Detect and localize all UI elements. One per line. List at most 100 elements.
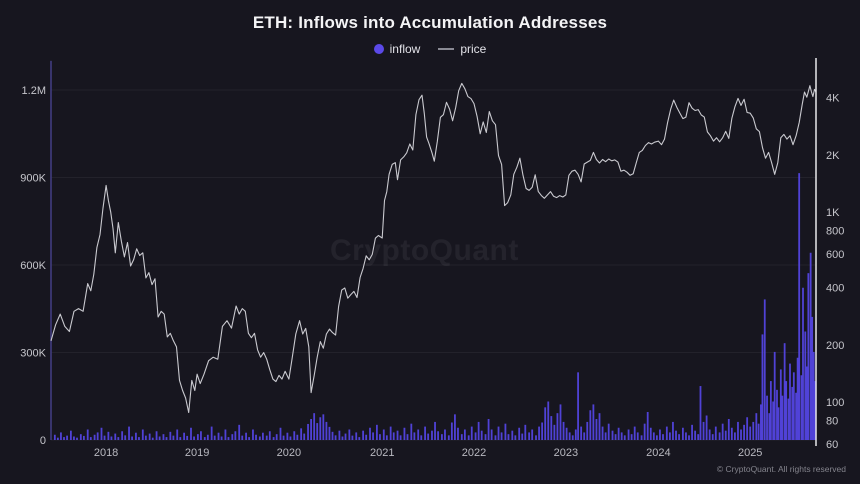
inflow-bar	[399, 435, 402, 440]
inflow-bar	[431, 430, 433, 440]
inflow-bar	[158, 436, 161, 440]
inflow-bar	[325, 421, 328, 440]
inflow-bar	[796, 357, 799, 440]
inflow-bar	[718, 432, 721, 440]
inflow-bar	[385, 435, 388, 440]
inflow-bar	[518, 427, 521, 440]
inflow-bar	[487, 419, 490, 440]
inflow-bar	[313, 413, 316, 440]
inflow-bar	[721, 423, 724, 440]
inflow-bar	[338, 430, 341, 440]
inflow-bar	[580, 426, 583, 440]
inflow-bar	[627, 429, 630, 440]
chart-legend: inflow price	[0, 41, 860, 57]
inflow-bar	[282, 435, 285, 440]
right-axis-tick-label: 4K	[826, 93, 840, 105]
inflow-bar	[358, 437, 361, 440]
inflow-bar	[322, 414, 325, 440]
inflow-bar	[607, 423, 610, 440]
inflow-bar	[685, 432, 687, 440]
inflow-bar	[66, 435, 68, 440]
inflow-bar	[63, 437, 65, 440]
right-axis-tick-label: 1K	[826, 207, 840, 219]
inflow-bar	[577, 372, 579, 440]
inflow-bar	[262, 432, 264, 440]
inflow-bar	[761, 334, 764, 440]
inflow-bar	[665, 426, 668, 440]
inflow-bar	[480, 430, 483, 440]
inflow-bar	[702, 421, 705, 440]
inflow-bar	[490, 429, 493, 440]
inflow-bar	[135, 432, 137, 440]
left-axis-tick-label: 900K	[20, 173, 46, 185]
inflow-bar	[568, 432, 571, 440]
inflow-bar	[245, 432, 247, 440]
inflow-bar	[296, 434, 299, 440]
inflow-bar	[114, 433, 117, 440]
inflow-bar	[614, 434, 617, 440]
inflow-bar	[300, 428, 303, 440]
right-axis-tick-label: 800	[826, 225, 844, 237]
inflow-bar	[589, 410, 592, 440]
inflow-bar	[595, 419, 598, 440]
inflow-bar	[463, 429, 466, 440]
inflow-bar	[289, 436, 292, 440]
right-axis-tick-label: 100	[826, 397, 844, 409]
inflow-bar	[763, 299, 766, 440]
inflow-bar	[795, 392, 798, 440]
inflow-bar	[86, 429, 89, 440]
inflow-bar	[521, 433, 524, 440]
inflow-bar	[798, 173, 801, 440]
inflow-bar	[148, 433, 151, 440]
inflow-bar	[697, 434, 700, 440]
inflow-bar	[255, 434, 257, 440]
inflow-bar	[344, 433, 347, 440]
inflow-bar	[760, 404, 762, 440]
inflow-bar	[231, 434, 234, 440]
inflow-bar	[141, 429, 144, 440]
left-axis-tick-label: 0	[40, 435, 46, 447]
inflow-bar	[592, 404, 595, 440]
inflow-bar	[89, 437, 92, 440]
legend-item-price[interactable]: price	[438, 42, 486, 56]
inflow-bar	[544, 407, 547, 440]
x-axis-year-label: 2020	[277, 447, 301, 459]
inflow-bar	[169, 431, 172, 440]
inflow-bar	[812, 351, 815, 440]
inflow-bar	[688, 435, 690, 440]
inflow-bar	[93, 434, 96, 440]
inflow-bar	[691, 424, 693, 440]
inflow-bar	[769, 381, 772, 440]
inflow-bar	[103, 435, 106, 440]
inflow-bar	[172, 435, 175, 440]
inflow-bar	[507, 434, 510, 440]
inflow-bar	[800, 375, 803, 440]
inflow-bar	[238, 424, 241, 440]
inflow-bar	[781, 395, 784, 440]
x-axis-year-label: 2023	[554, 447, 578, 459]
inflow-bar	[351, 435, 354, 440]
inflow-bar	[755, 413, 758, 440]
inflow-bar	[598, 413, 601, 440]
inflow-bar	[248, 437, 251, 440]
legend-item-inflow[interactable]: inflow	[373, 42, 420, 56]
inflow-bar	[652, 432, 655, 440]
inflow-bar	[73, 436, 75, 440]
x-axis-year-label: 2025	[738, 447, 762, 459]
inflow-bar	[121, 431, 124, 440]
inflow-bar	[258, 436, 261, 440]
inflow-bar	[556, 413, 559, 440]
inflow-bar	[96, 432, 99, 440]
x-axis-year-label: 2021	[370, 447, 394, 459]
inflow-bar	[550, 416, 553, 440]
inflow-bar	[227, 437, 230, 440]
inflow-bar	[792, 372, 795, 440]
inflow-bar	[224, 429, 227, 440]
inflow-bar	[623, 435, 626, 440]
inflow-bar	[497, 426, 500, 440]
inflow-bar	[420, 435, 423, 440]
inflow-bar	[620, 432, 623, 440]
left-axis-tick-label: 300K	[20, 348, 46, 360]
right-axis-tick-label: 600	[826, 249, 844, 261]
